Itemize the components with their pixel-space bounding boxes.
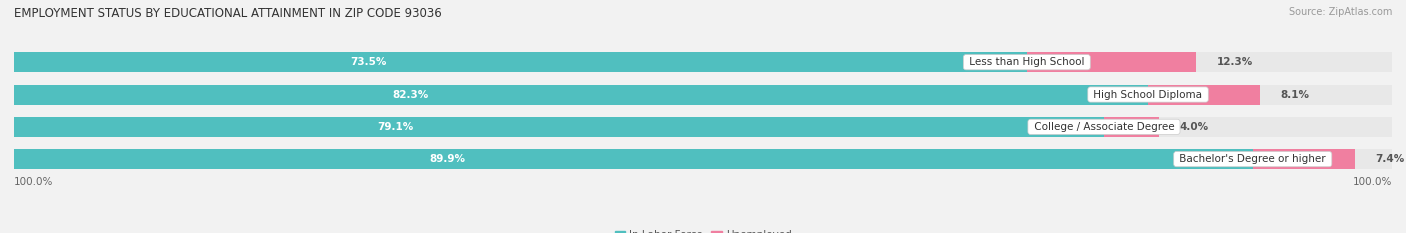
Bar [14, 52, 1392, 72]
Text: 7.4%: 7.4% [1375, 154, 1405, 164]
Bar [1253, 149, 1355, 169]
Bar [1026, 52, 1197, 72]
Legend: In Labor Force, Unemployed: In Labor Force, Unemployed [614, 230, 792, 233]
Text: EMPLOYMENT STATUS BY EDUCATIONAL ATTAINMENT IN ZIP CODE 93036: EMPLOYMENT STATUS BY EDUCATIONAL ATTAINM… [14, 7, 441, 20]
Bar [1104, 117, 1159, 137]
Text: 100.0%: 100.0% [1353, 177, 1392, 187]
Bar [1149, 85, 1260, 105]
Text: College / Associate Degree: College / Associate Degree [1031, 122, 1177, 132]
Text: 82.3%: 82.3% [392, 89, 429, 99]
Text: 4.0%: 4.0% [1180, 122, 1209, 132]
Text: 8.1%: 8.1% [1281, 89, 1309, 99]
Bar [14, 52, 1026, 72]
Text: Bachelor's Degree or higher: Bachelor's Degree or higher [1177, 154, 1329, 164]
Bar [14, 85, 1392, 105]
Text: Source: ZipAtlas.com: Source: ZipAtlas.com [1288, 7, 1392, 17]
Text: 79.1%: 79.1% [377, 122, 413, 132]
Bar [14, 149, 1392, 169]
Bar [14, 149, 1253, 169]
Bar [14, 85, 1149, 105]
Bar [14, 117, 1104, 137]
Text: High School Diploma: High School Diploma [1091, 89, 1206, 99]
Text: Less than High School: Less than High School [966, 57, 1088, 67]
Text: 89.9%: 89.9% [430, 154, 465, 164]
Text: 100.0%: 100.0% [14, 177, 53, 187]
Text: 12.3%: 12.3% [1218, 57, 1253, 67]
Text: 73.5%: 73.5% [350, 57, 387, 67]
Bar [14, 117, 1392, 137]
